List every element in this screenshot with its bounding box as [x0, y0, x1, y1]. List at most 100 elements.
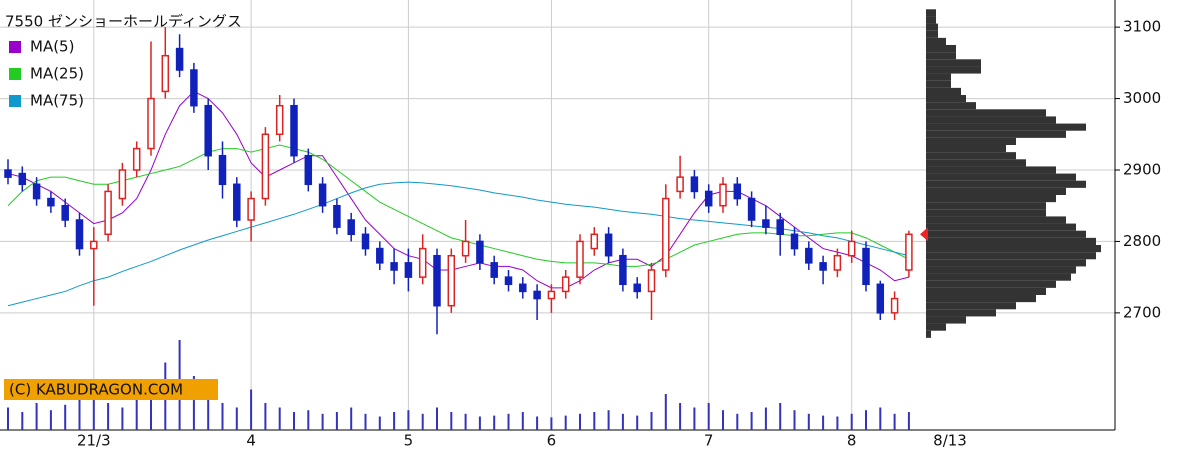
- volume-profile-bar: [926, 302, 1016, 310]
- volume-bar: [64, 404, 67, 430]
- candle-body: [104, 190, 112, 236]
- chart-title: 7550 ゼンショーホールディングス: [5, 13, 242, 31]
- candle-body: [690, 176, 699, 193]
- legend-label: MA(75): [30, 92, 84, 110]
- candle-body: [461, 240, 470, 257]
- volume-profile-bar: [926, 259, 1086, 267]
- volume-bar: [350, 407, 353, 430]
- volume-profile-bar: [926, 59, 981, 67]
- volume-bar: [707, 403, 710, 430]
- volume-bar: [278, 407, 281, 430]
- candle-body: [504, 276, 513, 286]
- candle-body: [118, 169, 127, 200]
- volume-profile-bar: [926, 273, 1071, 281]
- volume-bar: [579, 413, 581, 430]
- volume-bar: [250, 389, 253, 430]
- volume-bar: [621, 413, 624, 430]
- y-tick-label: 2800: [1123, 232, 1161, 250]
- candle-body: [418, 247, 427, 278]
- x-tick-label: 8: [847, 432, 857, 450]
- volume-bar: [235, 407, 238, 430]
- candle-body: [676, 176, 684, 193]
- x-tick-label: 21/3: [77, 432, 111, 450]
- volume-profile-bar: [926, 330, 931, 338]
- volume-bar: [736, 413, 739, 430]
- volume-bar: [650, 412, 653, 430]
- volume-profile-bar: [926, 309, 996, 317]
- volume-profile-bar: [926, 202, 1046, 210]
- volume-bar: [78, 398, 81, 430]
- volume-profile-bar: [926, 295, 1036, 303]
- legend-label: MA(5): [30, 38, 74, 56]
- candle-body: [704, 190, 713, 207]
- volume-profile-bar: [926, 87, 961, 95]
- volume-bar: [7, 407, 9, 430]
- volume-profile-bar: [926, 9, 936, 17]
- candle-body: [233, 183, 241, 221]
- legend-swatch: [9, 95, 21, 107]
- volume-bar: [335, 412, 338, 430]
- candle-body: [204, 104, 212, 157]
- candle-body: [519, 283, 527, 293]
- volume-bar: [893, 413, 896, 430]
- candle-body: [447, 254, 456, 307]
- candle-body: [833, 254, 842, 271]
- x-tick-label: 5: [404, 432, 414, 450]
- volume-bar: [307, 410, 310, 430]
- candle-body: [433, 254, 441, 307]
- volume-bar: [679, 403, 682, 430]
- volume-profile-bar: [926, 137, 1016, 145]
- candle-body: [776, 219, 784, 236]
- volume-bar: [521, 412, 524, 430]
- volume-bar: [21, 412, 24, 430]
- volume-bar: [593, 412, 596, 430]
- candle-body: [905, 233, 913, 271]
- volume-bar: [907, 412, 910, 430]
- candle-body: [476, 240, 484, 264]
- candle-body: [147, 97, 155, 150]
- volume-profile-bar: [926, 223, 1076, 231]
- last-date-label: 8/13: [933, 432, 967, 450]
- volume-bar: [121, 407, 124, 430]
- candle-body: [847, 240, 856, 257]
- volume-bar: [35, 403, 38, 430]
- volume-bar: [750, 412, 753, 430]
- candle-body: [175, 47, 184, 71]
- volume-profile-bar: [926, 287, 1046, 295]
- x-tick-label: 6: [547, 432, 557, 450]
- volume-profile-bar: [926, 152, 1016, 160]
- volume-bar: [107, 403, 110, 430]
- volume-profile-bar: [926, 66, 981, 74]
- volume-bar: [464, 413, 467, 430]
- volume-bar: [478, 416, 481, 430]
- candle-body: [876, 283, 885, 314]
- volume-bar: [150, 389, 152, 430]
- candle-body: [161, 54, 170, 93]
- volume-bar: [693, 407, 696, 430]
- candle-body: [247, 197, 255, 221]
- volume-bar: [321, 413, 324, 430]
- legend-swatch: [9, 41, 21, 53]
- volume-profile-bar: [926, 216, 1066, 224]
- volume-profile-bar: [926, 173, 1076, 181]
- legend-swatch: [9, 68, 21, 80]
- candle-body: [18, 172, 27, 186]
- volume-bar: [607, 410, 610, 430]
- candle-body: [32, 183, 41, 200]
- volume-bar: [135, 398, 138, 430]
- candle-body: [719, 183, 727, 207]
- volume-bar: [221, 403, 224, 430]
- volume-bar: [836, 416, 839, 430]
- volume-bar: [207, 398, 210, 430]
- candle-body: [805, 247, 813, 264]
- x-tick-label: 4: [246, 432, 256, 450]
- volume-bar: [407, 410, 410, 430]
- volume-profile-bar: [926, 166, 1056, 174]
- candle-body: [190, 69, 198, 107]
- candle-body: [290, 104, 298, 157]
- volume-profile-bar: [926, 30, 938, 38]
- volume-bar: [450, 412, 453, 430]
- moving-average-line: [7, 144, 910, 267]
- candle-body: [275, 104, 284, 136]
